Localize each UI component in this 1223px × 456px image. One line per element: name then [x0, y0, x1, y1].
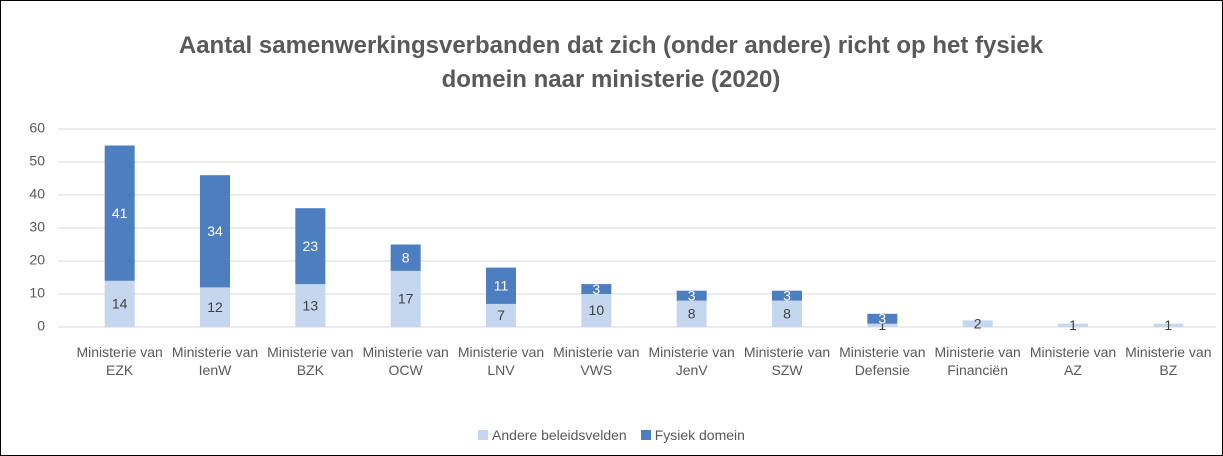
- bar-segment: [104, 280, 135, 327]
- legend-swatch: [640, 430, 651, 440]
- x-tick-label: Ministerie van Financiën: [934, 344, 1021, 378]
- data-label: 11: [494, 277, 509, 293]
- data-label: 23: [303, 238, 319, 254]
- data-label: 2: [974, 315, 982, 331]
- bar-segment: [200, 175, 230, 288]
- bar-segment: [1058, 323, 1088, 327]
- x-tick-label: Ministerie van EZK: [76, 344, 163, 378]
- data-label: 10: [589, 302, 605, 318]
- bar-segment: [867, 323, 898, 327]
- bar-segment: [581, 294, 612, 327]
- data-label: 1: [878, 317, 886, 333]
- data-label: 8: [402, 249, 410, 265]
- bar-segment: [390, 270, 421, 327]
- bar-segment: [200, 287, 230, 327]
- x-tick-label: Ministerie van AZ: [1029, 344, 1117, 378]
- bar-segment: [676, 290, 707, 301]
- data-label: 3: [592, 281, 600, 297]
- bar-segment: [390, 244, 421, 271]
- data-label: 3: [783, 287, 791, 303]
- x-tick-label: Ministerie van JenV: [648, 344, 735, 378]
- y-tick-label: 60: [29, 120, 45, 136]
- x-tick-label: Ministerie van BZ: [1125, 344, 1212, 378]
- bar-segment: [486, 267, 516, 304]
- data-label: 34: [207, 223, 223, 239]
- y-tick-label: 30: [29, 219, 45, 235]
- data-label: 3: [688, 287, 696, 303]
- data-label: 8: [688, 306, 696, 322]
- y-tick-label: 20: [29, 252, 45, 268]
- data-label: 1: [1069, 317, 1077, 333]
- data-label: 13: [303, 297, 319, 313]
- y-tick-label: 40: [29, 186, 45, 202]
- y-tick-label: 0: [37, 318, 45, 334]
- y-tick-label: 10: [29, 285, 45, 301]
- data-label: 7: [497, 307, 505, 323]
- legend: Andere beleidsvelden Fysiek domein: [1, 427, 1222, 443]
- x-tick-label: Ministerie van VWS: [553, 344, 640, 378]
- bar-segment: [581, 284, 612, 294]
- x-tick-label: Ministerie van LNV: [457, 344, 545, 378]
- chart-title: Aantal samenwerkingsverbanden dat zich (…: [178, 32, 1044, 93]
- legend-swatch: [478, 430, 489, 440]
- bar-segment: [676, 300, 707, 327]
- bar-segment: [1153, 323, 1184, 327]
- data-label: 14: [112, 296, 128, 312]
- data-label: 1: [1164, 317, 1172, 333]
- bar-segment: [962, 320, 993, 327]
- x-tick-label: Ministerie van BZK: [267, 344, 354, 378]
- data-label: 12: [207, 299, 223, 315]
- x-tick-label: Ministerie van Defensie: [839, 344, 926, 378]
- data-label: 17: [398, 291, 414, 307]
- legend-item: Andere beleidsvelden: [478, 427, 627, 443]
- data-label: 3: [878, 310, 886, 326]
- data-label: 41: [112, 205, 128, 221]
- legend-label: Fysiek domein: [654, 427, 745, 443]
- bar-segment: [295, 208, 326, 285]
- y-tick-label: 50: [29, 153, 45, 169]
- bar-segment: [772, 290, 802, 301]
- bar-segment: [104, 145, 135, 281]
- bar-segment: [772, 300, 802, 327]
- bar-segment: [867, 313, 898, 324]
- legend-item: Fysiek domein: [640, 427, 745, 443]
- bar-segment: [486, 303, 516, 327]
- data-label: 8: [783, 306, 791, 322]
- bar-segment: [295, 284, 326, 327]
- x-tick-label: Ministerie van IenW: [171, 344, 259, 378]
- x-tick-label: Ministerie van OCW: [362, 344, 449, 378]
- legend-label: Andere beleidsvelden: [492, 427, 627, 443]
- x-tick-label: Ministerie van SZW: [743, 344, 831, 378]
